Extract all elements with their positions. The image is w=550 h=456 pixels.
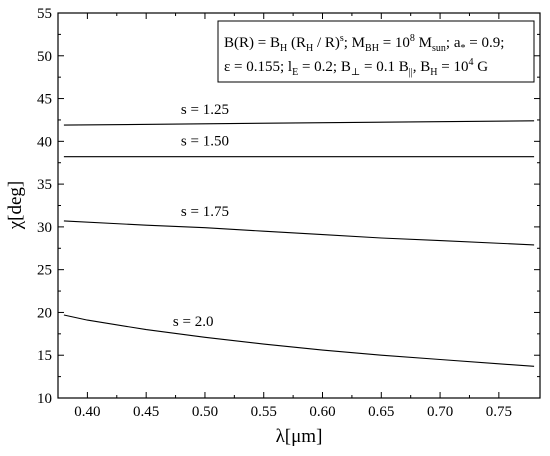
series-label: s = 1.50 — [181, 134, 229, 150]
annotation-box: B(R) = BH (RH / R)s; MBH = 108 Msun; a* … — [217, 20, 535, 83]
series-line — [63, 314, 535, 367]
x-tick-label: 0.45 — [133, 404, 159, 420]
series-label: s = 1.75 — [181, 204, 229, 220]
x-tick-label: 0.50 — [192, 404, 218, 420]
y-tick-label: 30 — [37, 220, 52, 236]
x-tick-label: 0.40 — [74, 404, 100, 420]
y-tick-label: 25 — [37, 263, 52, 279]
x-axis-ticks: 0.40 0.45 0.50 0.55 0.60 0.65 0.70 0.75 — [74, 13, 512, 420]
x-tick-label: 0.55 — [251, 404, 277, 420]
y-axis-label: χ[deg] — [5, 181, 26, 231]
y-tick-label: 20 — [37, 305, 52, 321]
y-tick-label: 10 — [37, 391, 52, 407]
y-tick-label: 50 — [37, 49, 52, 65]
annotation-frame — [217, 20, 535, 83]
series-line — [63, 120, 535, 126]
annotation-line-2: ε = 0.155; lE = 0.2; B⊥ = 0.1 B||, BH = … — [224, 57, 488, 78]
y-tick-label: 45 — [37, 92, 52, 108]
y-tick-label: 35 — [37, 177, 52, 193]
series-label: s = 2.0 — [173, 314, 214, 330]
x-tick-label: 0.60 — [309, 404, 335, 420]
series-labels: s = 1.25 s = 1.50 s = 1.75 s = 2.0 — [173, 102, 229, 330]
y-tick-label: 55 — [37, 6, 52, 22]
x-tick-label: 0.70 — [427, 404, 453, 420]
x-tick-label: 0.65 — [368, 404, 394, 420]
series-lines — [63, 120, 535, 367]
y-axis-ticks: 10 15 20 25 30 35 40 45 50 55 — [37, 6, 540, 407]
y-tick-label: 40 — [37, 134, 52, 150]
x-axis-label: λ[μm] — [276, 426, 323, 447]
x-tick-label: 0.75 — [486, 404, 512, 420]
series-label: s = 1.25 — [181, 102, 229, 118]
series-line — [63, 220, 535, 246]
y-tick-label: 15 — [37, 348, 52, 364]
